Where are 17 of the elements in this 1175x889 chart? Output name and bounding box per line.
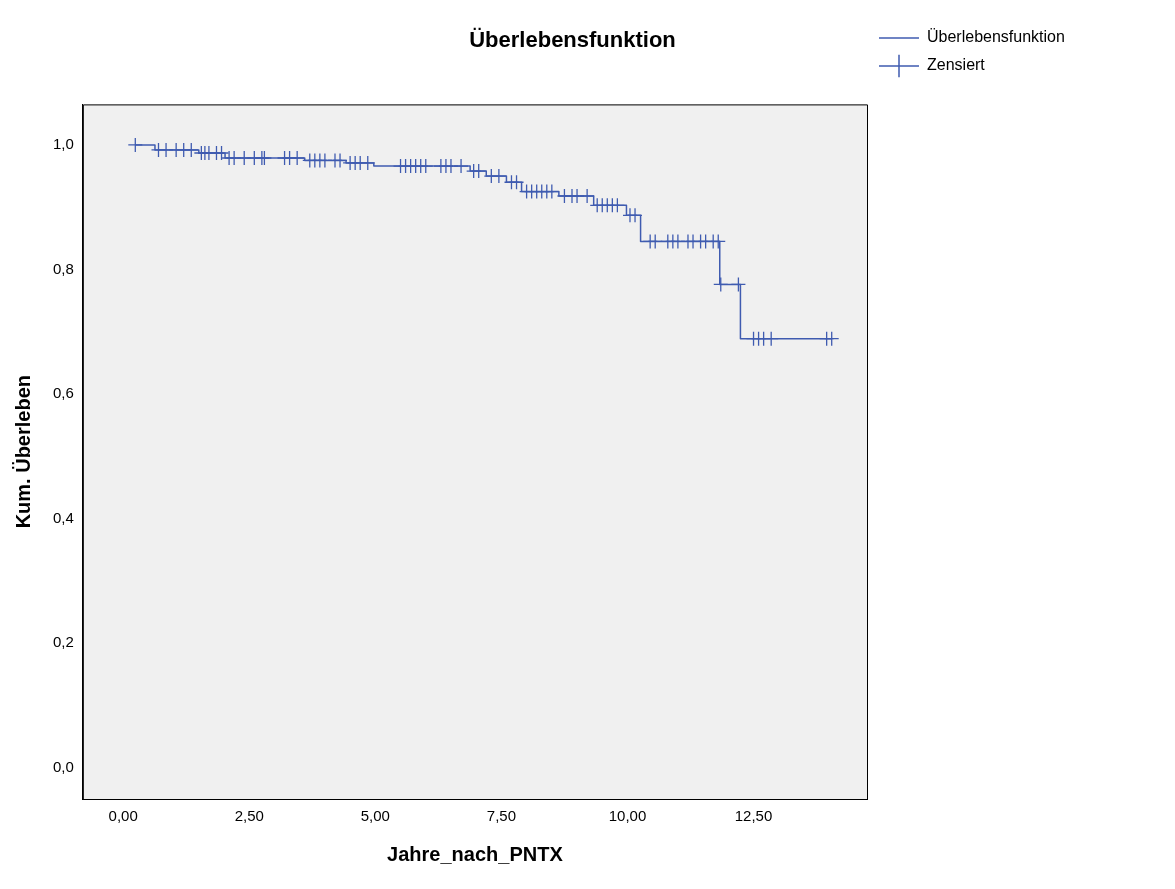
y-tick-label: 0,8 [52,259,74,277]
y-tick-label: 0,4 [52,508,74,526]
x-axis-title: Jahre_nach_PNTX [387,842,564,865]
legend-label: Zensiert [927,56,986,74]
x-tick-label: 0,00 [108,807,138,825]
x-tick-label: 7,50 [486,807,516,825]
x-tick-label: 10,00 [608,807,647,825]
y-axis-title: Kum. Überleben [11,375,34,529]
y-tick-label: 0,2 [52,633,74,651]
x-tick-label: 2,50 [234,807,264,825]
y-tick-label: 0,6 [52,384,74,402]
y-tick-label: 0,0 [52,757,74,775]
x-tick-label: 12,50 [734,807,773,825]
x-tick-label: 5,00 [360,807,390,825]
legend-label: Überlebensfunktion [927,28,1065,46]
y-tick-label: 1,0 [52,135,74,153]
chart-title: Überlebensfunktion [469,27,676,53]
